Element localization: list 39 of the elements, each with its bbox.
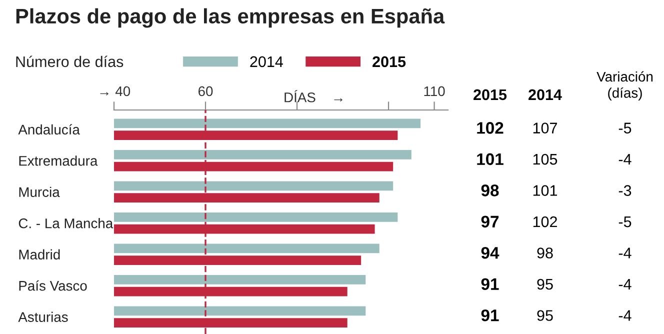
x-tick-label: 110 [424, 86, 445, 96]
y-tick-label: C. - La Mancha [18, 218, 114, 228]
data-label: 97 [481, 216, 499, 228]
legend-label: 2014 [250, 56, 283, 68]
data-label: 101 [533, 185, 557, 196]
data-label: 95 [537, 310, 553, 321]
text: -4 [618, 154, 632, 165]
text: -4 [618, 248, 632, 258]
legend-title: Número de días [16, 56, 124, 68]
data-label: 94 [481, 247, 500, 259]
text: -5 [618, 216, 632, 228]
data-label: 102 [477, 122, 504, 134]
data-label: 95 [537, 278, 553, 290]
data-label: 98 [537, 248, 553, 258]
chart-title: Plazos de pago de las empresas en España [16, 8, 445, 28]
data-label: 98 [481, 184, 499, 196]
x-axis-title: DÍAS → [284, 90, 342, 102]
x-tick-label: → 40 [100, 86, 130, 96]
legend-label: 2015 [372, 56, 406, 68]
text: -3 [618, 185, 632, 196]
y-tick-label: Andalucía [18, 124, 80, 135]
text: -4 [618, 310, 632, 321]
data-label: 105 [533, 154, 558, 165]
data-label: 107 [533, 122, 557, 134]
y-tick-label: Asturias [18, 312, 68, 322]
y-tick-label: Madrid [19, 249, 60, 260]
text: -4 [618, 279, 632, 290]
data-label: 91 [481, 309, 499, 322]
data-label: 102 [533, 216, 557, 228]
data-label: 91 [481, 278, 499, 290]
y-tick-label: Murcia [19, 186, 60, 198]
y-tick-label: País Vasco [19, 280, 87, 291]
data-label: 101 [477, 153, 504, 166]
text: -5 [618, 122, 632, 134]
text: 2014 [528, 89, 562, 100]
y-tick-label: Extremadura [19, 156, 98, 166]
x-tick-label: 60 [198, 86, 213, 96]
text: 2015 [474, 89, 507, 100]
text: Variación (días) [596, 71, 653, 101]
